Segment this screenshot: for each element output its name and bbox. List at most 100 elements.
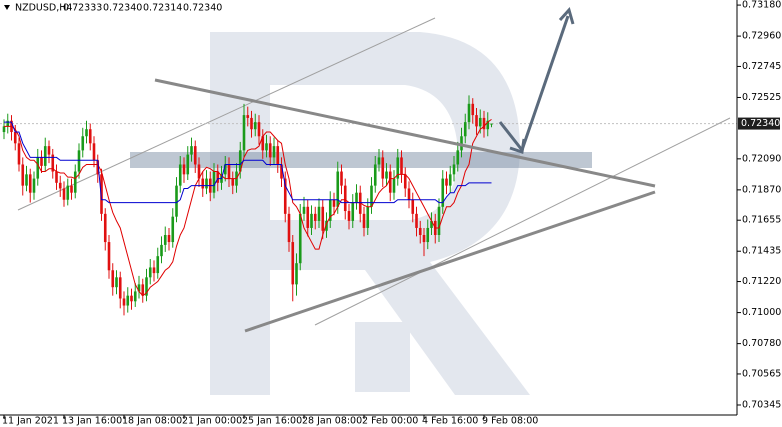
y-tick-label: 0.71435 [742, 246, 781, 257]
x-tick-label: 2 Feb 00:00 [362, 416, 418, 427]
candle-body [351, 202, 355, 221]
candle-body [310, 213, 313, 228]
candle-body [96, 160, 100, 175]
candle-body [175, 185, 178, 217]
x-tick-label: 25 Jan 16:00 [242, 416, 302, 427]
candle-body [160, 244, 163, 257]
candle-body [137, 284, 141, 292]
candle-body [118, 277, 122, 299]
candle-body [111, 270, 115, 288]
candle-body [298, 213, 302, 264]
candle-body [441, 178, 445, 207]
candle-body [392, 178, 396, 193]
candle-body [328, 199, 332, 221]
watermark [210, 32, 530, 395]
candle-body [475, 115, 478, 127]
candle-body [77, 150, 81, 172]
candle-body [103, 213, 107, 243]
candle-body [388, 171, 392, 193]
candle-body [223, 164, 227, 175]
candle-body [115, 277, 118, 288]
candle-body [2, 126, 6, 133]
candle-body [58, 182, 62, 189]
candle-body [36, 157, 40, 179]
candle-body [486, 120, 490, 130]
price-tag [738, 117, 780, 130]
candle-body [145, 277, 148, 296]
y-tick-label: 0.71220 [742, 276, 781, 287]
candle-body [28, 174, 32, 193]
candle-body [231, 178, 235, 186]
candle-body [13, 132, 17, 144]
candle-body [448, 174, 452, 186]
candle-body [43, 146, 47, 166]
y-tick-label: 0.71655 [742, 215, 781, 226]
y-tick-label: 0.72090 [742, 153, 781, 164]
x-tick-label: 28 Jan 08:00 [302, 416, 362, 427]
candle-body [407, 188, 411, 200]
candle-body [265, 143, 268, 151]
candle-body [152, 267, 156, 274]
candle-body [355, 192, 358, 203]
quote-low: 0.72314 [143, 3, 182, 14]
candle-body [92, 143, 96, 161]
candle-body [343, 185, 347, 212]
candle-body [62, 188, 66, 200]
candle-body [377, 157, 381, 165]
candle-body [182, 164, 186, 175]
candle-body [17, 143, 21, 165]
candle-body [302, 206, 306, 214]
candle-body [167, 235, 171, 243]
candle-body [381, 157, 385, 179]
candle-body [201, 178, 205, 189]
channel-line [17, 17, 436, 211]
candle-body [467, 103, 471, 123]
candle-body [205, 178, 208, 189]
y-tick-label: 0.72525 [742, 92, 781, 103]
candle-body [336, 171, 340, 207]
candle-body [216, 171, 220, 183]
candle-body [212, 171, 216, 193]
candle-body [246, 115, 250, 118]
candle-body [430, 220, 433, 228]
candle-body [133, 291, 137, 302]
candle-body [280, 164, 283, 179]
candle-body [73, 171, 77, 193]
y-tick-label: 0.72960 [742, 31, 781, 42]
candle-body [148, 267, 152, 278]
candle-body [411, 199, 415, 214]
candle-body [313, 213, 317, 221]
channel-line [314, 117, 731, 326]
candle-body [130, 295, 133, 302]
candle-body [366, 206, 370, 228]
candle-body [238, 150, 242, 172]
candle-body [227, 164, 231, 179]
candle-body [306, 206, 310, 228]
menu-icon[interactable] [4, 5, 10, 10]
candle-body [186, 154, 190, 175]
x-tick-label: 13 Jan 16:00 [62, 416, 122, 427]
candle-body [47, 146, 51, 155]
candle-body [268, 143, 272, 158]
candle-body [456, 150, 460, 165]
plot [0, 95, 737, 316]
candle-body [85, 129, 88, 137]
candle-body [81, 136, 85, 151]
candle-body [156, 256, 160, 274]
candle-body [403, 174, 407, 189]
candle-body [257, 122, 261, 137]
forecast-arrow [498, 6, 575, 154]
candle-body [317, 206, 321, 221]
candle-body [325, 220, 328, 231]
candle-body [88, 129, 92, 144]
candle-body [283, 178, 287, 214]
candle-body [190, 146, 193, 155]
candle-body [287, 213, 291, 243]
candle-body [373, 164, 377, 186]
candle-body [197, 164, 201, 179]
candle-body [321, 206, 325, 231]
candle-body [276, 146, 280, 165]
candle-body [332, 199, 336, 207]
quote-high: 0.72340 [103, 3, 142, 14]
x-tick-label: 11 Jan 2021 [2, 416, 59, 427]
